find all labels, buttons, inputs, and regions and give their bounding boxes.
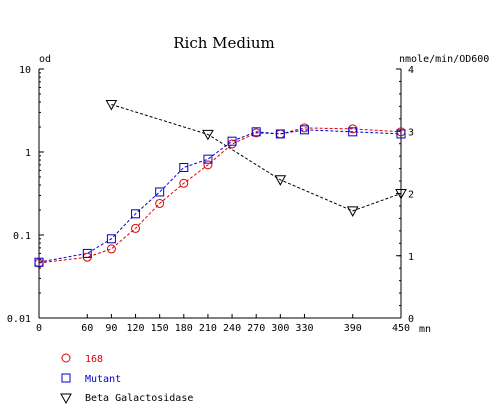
data-point-square — [131, 209, 141, 219]
right-tick-label: 4 — [408, 65, 414, 76]
x-tick-label: 180 — [175, 323, 193, 334]
data-point-square — [275, 129, 285, 139]
right-tick-label: 0 — [408, 314, 414, 325]
data-point-circle — [179, 178, 189, 188]
x-tick-label: 450 — [392, 323, 410, 334]
x-tick-label: 90 — [105, 323, 117, 334]
series-line-0 — [38, 127, 402, 264]
data-point-triangle — [395, 189, 407, 200]
x-tick-label: 240 — [223, 323, 241, 334]
legend-marker-square — [61, 373, 71, 383]
legend: 168 Mutant Beta Galactosidase — [60, 353, 193, 405]
series-line-2 — [111, 104, 402, 212]
data-point-square — [106, 234, 116, 244]
x-tick-label: 60 — [81, 323, 93, 334]
x-tick-label: 390 — [344, 323, 362, 334]
chart-title: Rich Medium — [173, 34, 274, 52]
legend-marker-circle — [61, 353, 71, 363]
data-point-circle — [227, 139, 237, 149]
x-tick-label: 0 — [36, 323, 42, 334]
series-markers — [34, 99, 407, 268]
data-point-square — [203, 154, 213, 164]
series-lines — [38, 104, 402, 264]
left-tick-label: 0.01 — [7, 314, 31, 325]
data-point-square — [348, 127, 358, 137]
data-point-triangle — [105, 99, 118, 111]
left-tick-label: 10 — [19, 65, 31, 76]
x-tick-label: 270 — [247, 323, 265, 334]
data-point-square — [396, 129, 406, 139]
data-point-circle — [203, 160, 213, 170]
right-axis-label: nmole/min/OD600 — [399, 54, 489, 65]
data-point-square — [155, 187, 165, 197]
data-point-square — [82, 248, 92, 258]
right-tick-label: 3 — [408, 127, 414, 138]
x-tick-label: 210 — [199, 323, 217, 334]
left-tick-label: 1 — [25, 148, 31, 159]
legend-label: Mutant — [85, 374, 121, 385]
legend-label: 168 — [85, 354, 103, 365]
x-axis-unit: mn — [419, 324, 431, 335]
left-axis-label: od — [39, 54, 51, 65]
right-tick-label: 2 — [408, 190, 414, 201]
x-tick-label: 330 — [295, 323, 313, 334]
x-tick-label: 300 — [271, 323, 289, 334]
data-point-circle — [155, 198, 165, 208]
x-tick-label: 150 — [151, 323, 169, 334]
data-point-square — [34, 257, 44, 267]
data-point-circle — [106, 244, 116, 254]
data-point-triangle — [202, 129, 214, 141]
data-point-square — [179, 163, 189, 173]
data-point-square — [251, 127, 261, 137]
legend-item-beta-galactosidase: Beta Galactosidase — [60, 393, 193, 405]
data-point-triangle — [274, 175, 287, 186]
data-point-square — [299, 125, 309, 135]
left-tick-label: 0.1 — [13, 231, 31, 242]
x-tick-label: 120 — [127, 323, 145, 334]
ticks-layer: 0 60 90 120 150 180 210 240 270 300 330 390 4500.010… — [7, 65, 414, 334]
data-point-triangle — [346, 206, 359, 217]
legend-item-168: 168 — [61, 353, 103, 365]
right-tick-label: 1 — [408, 252, 414, 263]
legend-label: Beta Galactosidase — [85, 393, 193, 404]
legend-marker-triangle — [60, 393, 72, 405]
legend-item-mutant: Mutant — [61, 373, 121, 385]
data-point-circle — [131, 223, 141, 233]
series-line-1 — [38, 129, 402, 263]
data-point-square — [227, 136, 237, 146]
